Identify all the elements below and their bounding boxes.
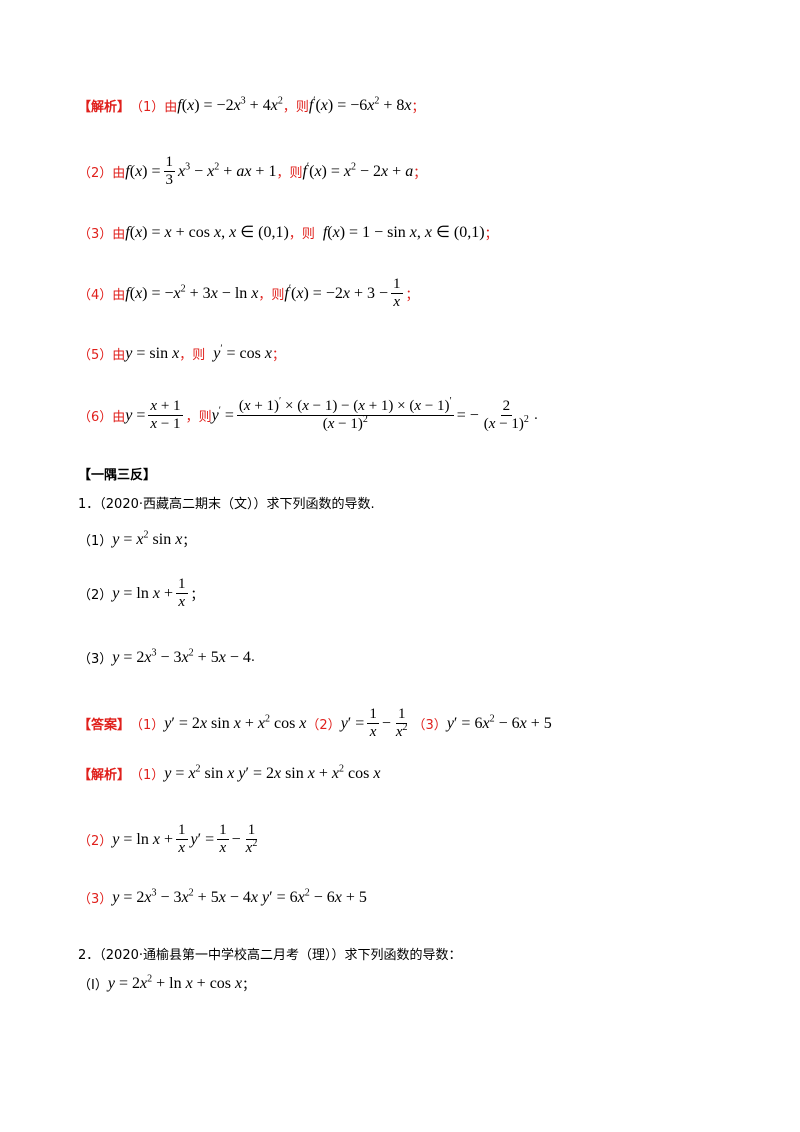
jiexi-end-4: ； [405,288,419,303]
formula-5a: y = sin x [125,344,180,362]
section-heading: 【一隅三反】 [78,464,156,483]
jiexi-label-2: （2）由 [78,166,126,181]
formula-3a: f(x) = x + cos x, x ∈ (0,1) [125,224,289,241]
formula-1b: f′(x) = −6x2 + 8x [308,95,412,114]
jiexi-line-4: （4）由 f(x) = −x2 + 3x − ln x ，则 f′(x) = −… [78,276,419,311]
problem2-heading: 2．（2020·通榆县第一中学校高二月考（理））求下列函数的导数： [78,948,462,963]
problem2-item-1: （Ⅰ） y = 2x2 + ln x + cos x ； [78,973,256,993]
formula-1a: f(x) = −2x3 + 4x2 [177,95,283,114]
formula-2a: f(x) = [125,162,161,180]
jiexi-label-4: （4）由 [78,288,126,303]
yiyu-tag: 【一隅三反】 [78,468,157,483]
fraction-derivative-result: 2 (x − 1)2 [483,398,529,432]
jiexi-end-5: ； [271,348,285,363]
jiexi-label-3: （3）由 [78,226,126,242]
jiexi-end-3: ； [484,226,498,242]
jiexi-sep-6: ，则 [185,410,212,425]
formula-4b: f′(x) = −2x + 3 − [284,283,388,302]
jiexi-line-3: （3）由 f(x) = x + cos x, x ∈ (0,1) ，则 f(x)… [78,222,498,242]
problem1-item-3: （3） y = 2x3 − 3x2 + 5x − 4 . [78,647,255,667]
jiexi-end-1: ； [411,100,425,115]
solution1-line-1: 【解析】 （1） y = x2 sin x y′ = 2x sin x + x2… [78,763,381,783]
jiexi-sep-5: ，则 [179,348,206,363]
fraction-quotient-rule: (x + 1)′ × (x − 1) − (x + 1) × (x − 1)′(… [236,396,454,432]
jiexi-label-5: （5）由 [78,348,126,363]
formula-2b: f′(x) = x2 − 2x + a [302,161,414,180]
jiexi-sep-4: ，则 [258,288,285,303]
jiexi-tag-2: 【解析】 [78,768,131,783]
formula-5b: y′ = cos x [213,343,272,362]
jiexi-sep-1: ，则 [282,100,309,115]
jiexi-label-1: （1）由 [130,100,178,115]
jiexi-line-1: 【解析】 （1）由 f(x) = −2x3 + 4x2 ，则 f′(x) = −… [78,96,425,115]
jiexi-end-2: ； [413,166,427,181]
jiexi-sep-3: ，则 [288,226,315,242]
daan-tag: 【答案】 [78,718,131,733]
problem1-item-1: （1） y = x2 sin x ； [78,529,196,549]
problem1-heading: 1．（2020·西藏高二期末（文））求下列函数的导数. [78,497,375,512]
solution1-line-3: （3） y = 2x3 − 3x2 + 5x − 4x y′ = 6x2 − 6… [78,887,367,907]
formula-3b: f(x) = 1 − sin x, x ∈ (0,1) [322,224,485,241]
jiexi-line-5: （5）由 y = sin x ，则 y′ = cos x ； [78,344,285,363]
jiexi-sep-2: ，则 [276,166,303,181]
jiexi-label-6: （6）由 [78,410,126,425]
jiexi-end-6: . [533,408,539,423]
formula-4a: f(x) = −x2 + 3x − ln x [125,283,259,302]
answer1-line: 【答案】 （1） y′ = 2x sin x + x2 cos x （2） y′… [78,706,552,740]
jiexi-tag: 【解析】 [78,100,131,115]
